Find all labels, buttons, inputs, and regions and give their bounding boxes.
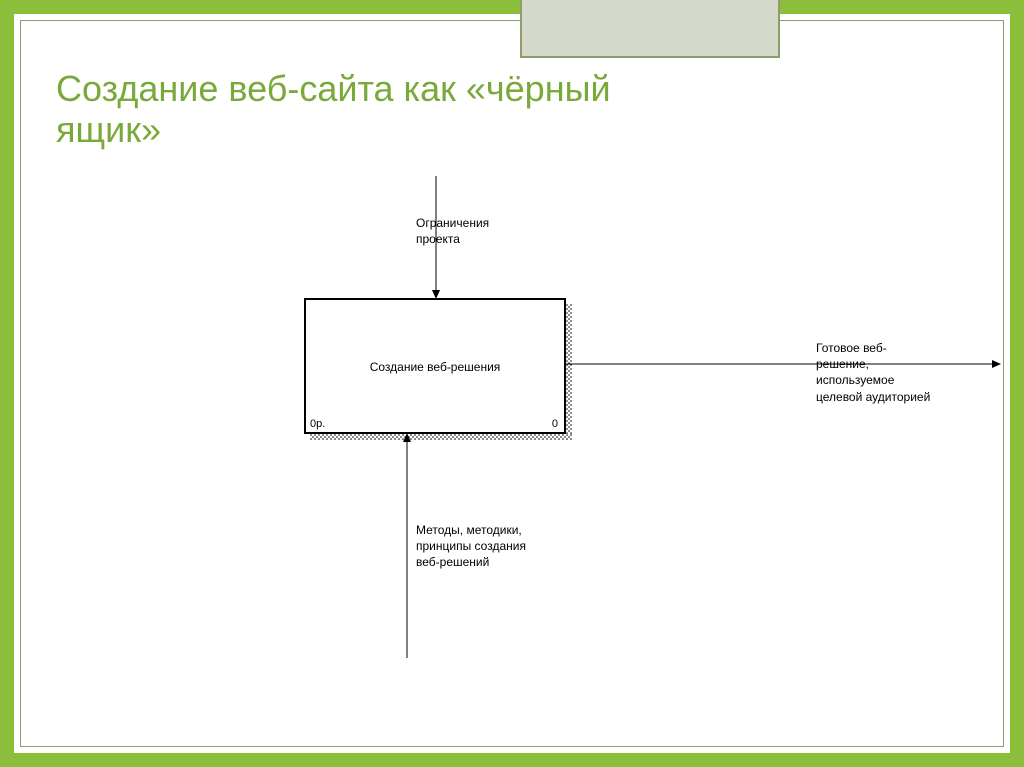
arrows-svg [14, 14, 1024, 767]
slide-outer: Создание веб-сайта как «чёрный ящик» Соз… [0, 0, 1024, 767]
